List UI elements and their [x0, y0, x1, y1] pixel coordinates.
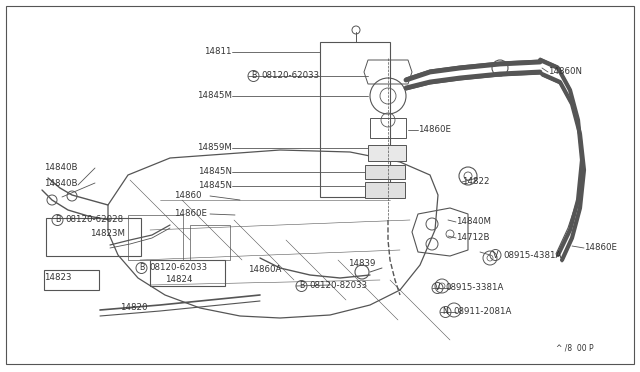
Text: 08911-2081A: 08911-2081A — [453, 308, 511, 317]
Bar — [150, 260, 225, 286]
Text: 14820: 14820 — [120, 304, 147, 312]
Text: 14860N: 14860N — [548, 67, 582, 77]
Text: 14823: 14823 — [44, 273, 72, 282]
Text: 14712B: 14712B — [456, 234, 490, 243]
Bar — [368, 145, 406, 161]
Text: 14860: 14860 — [174, 192, 202, 201]
Text: 14860E: 14860E — [174, 209, 207, 218]
Text: V: V — [493, 250, 498, 260]
Text: 14840B: 14840B — [44, 179, 77, 187]
Text: B: B — [139, 263, 144, 273]
Text: 14839: 14839 — [348, 260, 376, 269]
Text: 08120-62033: 08120-62033 — [261, 71, 319, 80]
Text: 08915-3381A: 08915-3381A — [445, 283, 504, 292]
Text: 14860E: 14860E — [418, 125, 451, 135]
Text: 14822: 14822 — [462, 177, 490, 186]
Text: 14860E: 14860E — [584, 244, 617, 253]
Text: 14860A: 14860A — [248, 266, 282, 275]
Text: 14840M: 14840M — [456, 218, 491, 227]
Text: 14811: 14811 — [205, 48, 232, 57]
Text: 08120-62033: 08120-62033 — [149, 263, 207, 273]
Text: 14823M: 14823M — [90, 230, 125, 238]
Bar — [44, 270, 99, 290]
Text: 08915-4381A: 08915-4381A — [503, 250, 561, 260]
Bar — [365, 165, 405, 179]
Bar — [370, 118, 406, 138]
Bar — [320, 42, 390, 197]
Text: B: B — [299, 282, 304, 291]
Text: 14845M: 14845M — [197, 92, 232, 100]
Text: 14845N: 14845N — [198, 182, 232, 190]
Text: 14824: 14824 — [165, 276, 193, 285]
Bar — [128, 215, 183, 260]
Text: N: N — [443, 308, 449, 317]
Text: 14840B: 14840B — [44, 164, 77, 173]
Bar — [190, 225, 230, 260]
Text: V: V — [435, 283, 440, 292]
Text: 08120-82033: 08120-82033 — [309, 282, 367, 291]
Text: B: B — [55, 215, 60, 224]
Text: ^ /8  00 P: ^ /8 00 P — [556, 343, 594, 353]
Bar — [365, 182, 405, 198]
Text: 08120-62028: 08120-62028 — [65, 215, 123, 224]
Text: 14845N: 14845N — [198, 167, 232, 176]
Text: B: B — [251, 71, 256, 80]
Text: 14859M: 14859M — [197, 144, 232, 153]
Bar — [46, 218, 141, 256]
